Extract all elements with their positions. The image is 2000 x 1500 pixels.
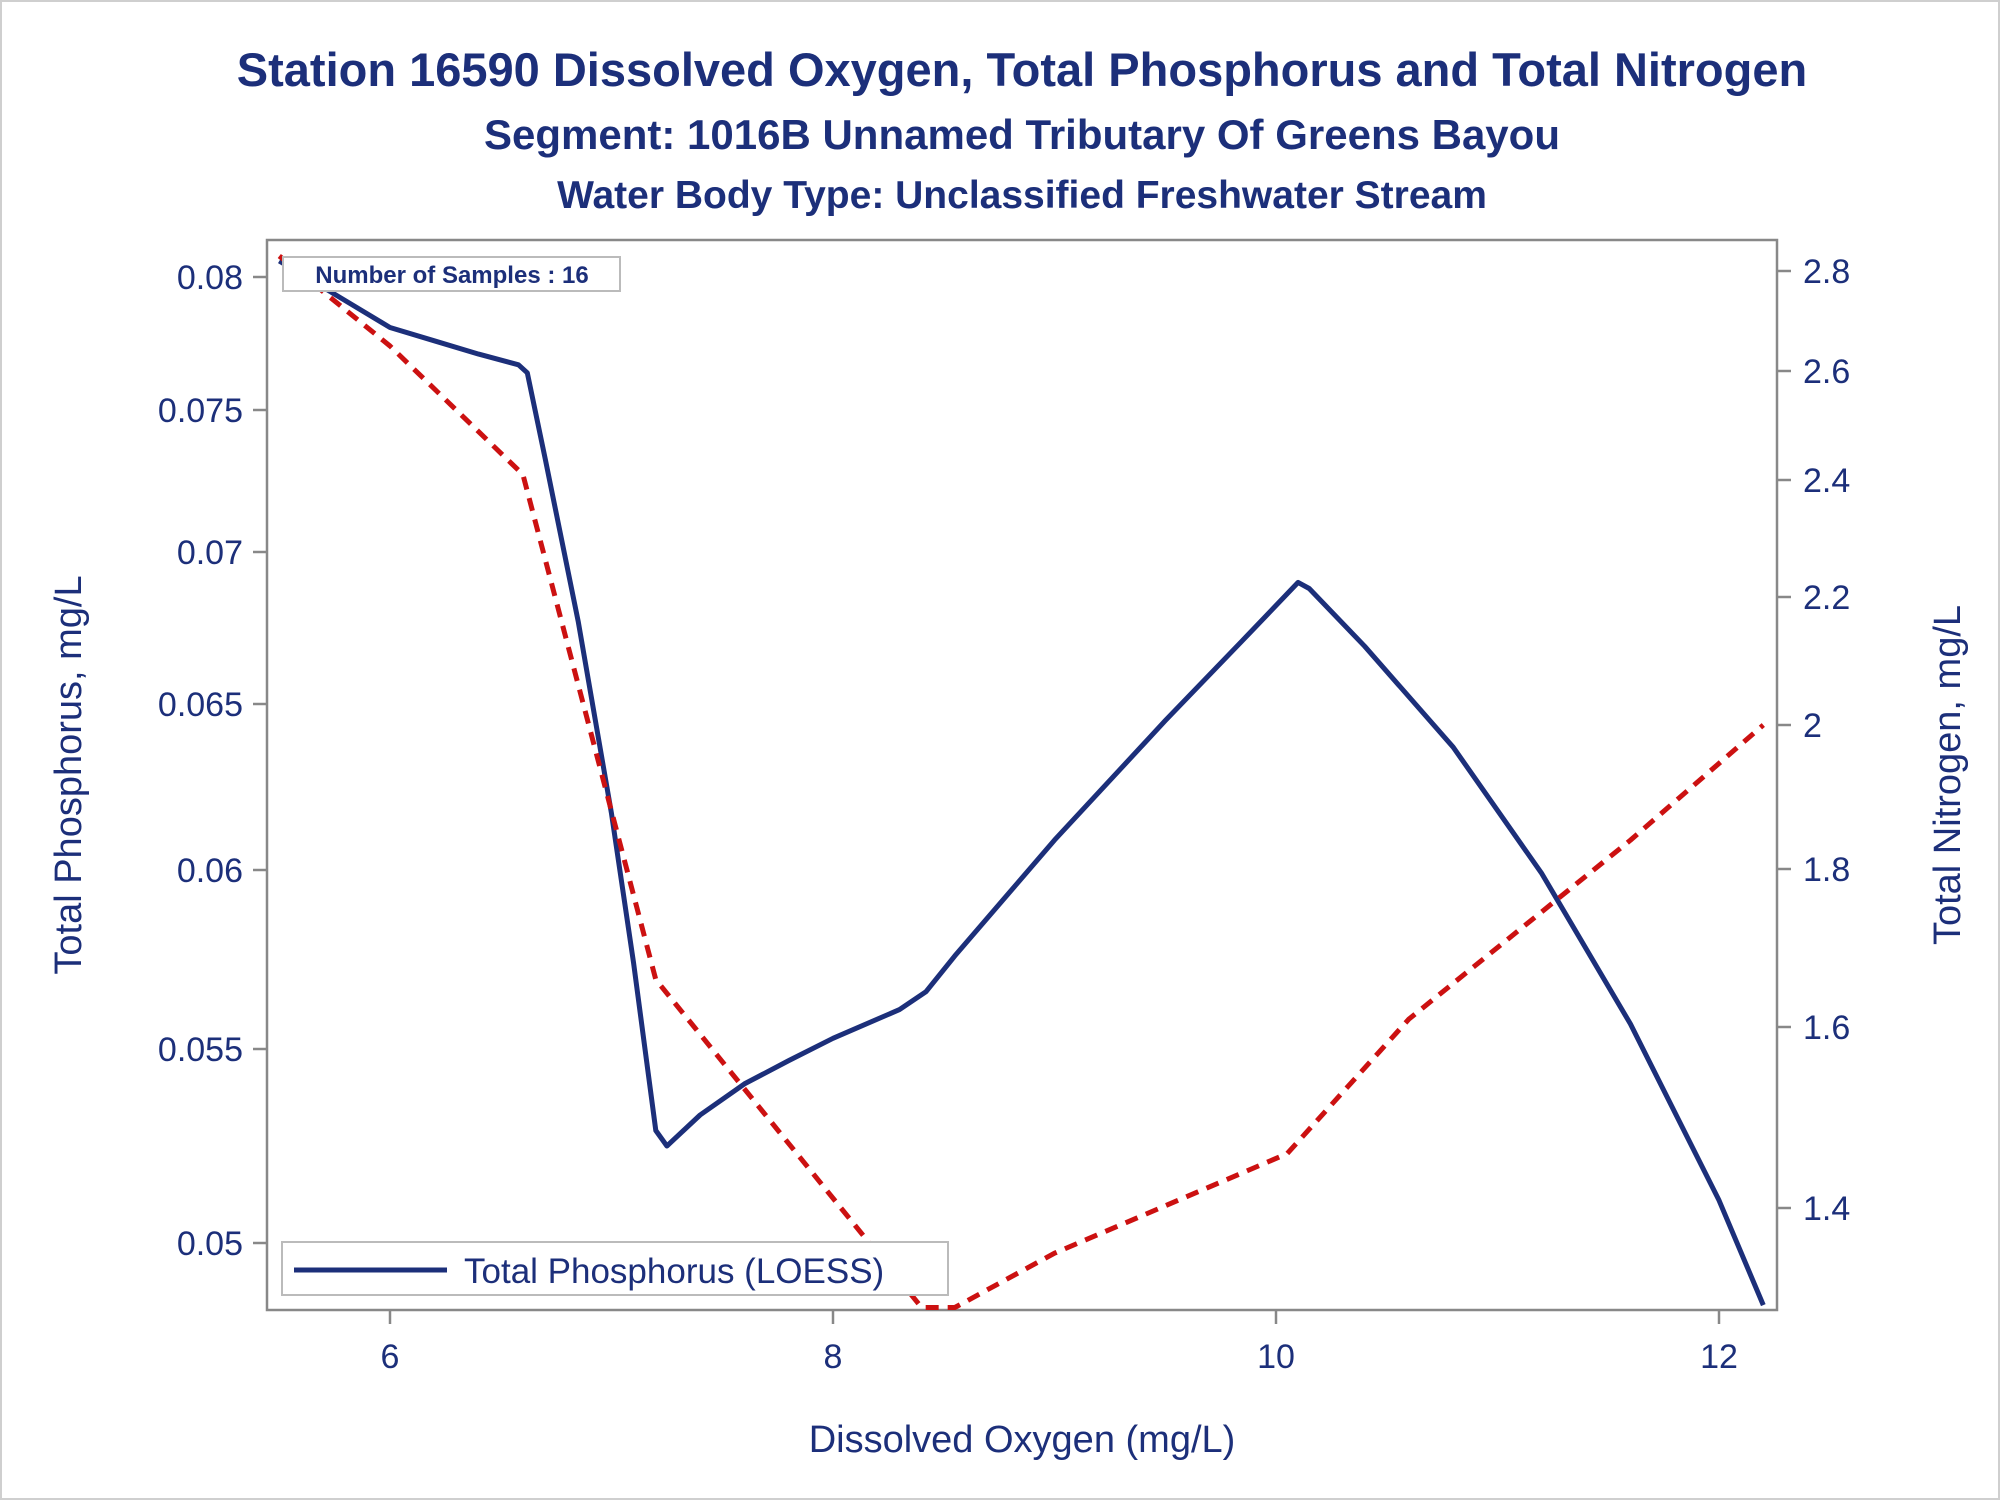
samples-inset-box bbox=[282, 256, 621, 292]
y-tick-label: 0.075 bbox=[158, 392, 243, 430]
x-tick-label: 12 bbox=[1700, 1338, 1738, 1376]
y-axis-left: 0.05 0.055 0.06 0.065 0.07 0.075 0.08 bbox=[158, 259, 267, 1263]
y2-tick-label: 1.8 bbox=[1803, 851, 1850, 889]
x-tick-label: 6 bbox=[381, 1338, 400, 1376]
y2-tick-label: 1.6 bbox=[1803, 1009, 1850, 1047]
x-axis-label: Dissolved Oxygen (mg/L) bbox=[809, 1419, 1236, 1461]
series-line-total-phosphorus bbox=[278, 258, 1766, 1307]
x-tick-label: 10 bbox=[1257, 1338, 1295, 1376]
chart-title: Station 16590 Dissolved Oxygen, Total Ph… bbox=[237, 43, 1807, 96]
legend-label-phosphorus: Total Phosphorus (LOESS) bbox=[464, 1252, 884, 1291]
y2-axis-label: Total Nitrogen, mg/L bbox=[1927, 605, 1969, 945]
y2-tick-label: 2.2 bbox=[1803, 579, 1850, 617]
y-tick-label: 0.05 bbox=[177, 1225, 243, 1263]
x-axis: 6 8 10 12 bbox=[381, 1310, 1738, 1376]
y-tick-label: 0.055 bbox=[158, 1031, 243, 1069]
chart-subtitle-2: Water Body Type: Unclassified Freshwater… bbox=[557, 174, 1487, 217]
y2-tick-label: 2 bbox=[1803, 707, 1822, 745]
y-tick-label: 0.08 bbox=[177, 259, 243, 297]
y-tick-label: 0.07 bbox=[177, 534, 243, 572]
series-layer bbox=[277, 254, 1766, 1310]
y-axis-right: 1.4 1.6 1.8 2 2.2 2.4 2.6 2.8 bbox=[1777, 253, 1850, 1228]
y2-tick-label: 2.6 bbox=[1803, 353, 1850, 391]
chart-subtitle: Segment: 1016B Unnamed Tributary Of Gree… bbox=[484, 111, 1560, 158]
x-tick-label: 8 bbox=[824, 1338, 843, 1376]
y-tick-label: 0.06 bbox=[177, 852, 243, 890]
y-tick-label: 0.065 bbox=[158, 686, 243, 724]
samples-inset-label: Number of Samples : 16 bbox=[315, 262, 588, 289]
y2-tick-label: 2.4 bbox=[1803, 462, 1850, 500]
y2-tick-label: 2.8 bbox=[1803, 253, 1850, 291]
y-axis-label: Total Phosphorus, mg/L bbox=[48, 575, 90, 974]
series-line-total-nitrogen bbox=[277, 254, 1765, 1310]
y2-tick-label: 1.4 bbox=[1803, 1190, 1850, 1228]
plot-area bbox=[265, 238, 1779, 1312]
